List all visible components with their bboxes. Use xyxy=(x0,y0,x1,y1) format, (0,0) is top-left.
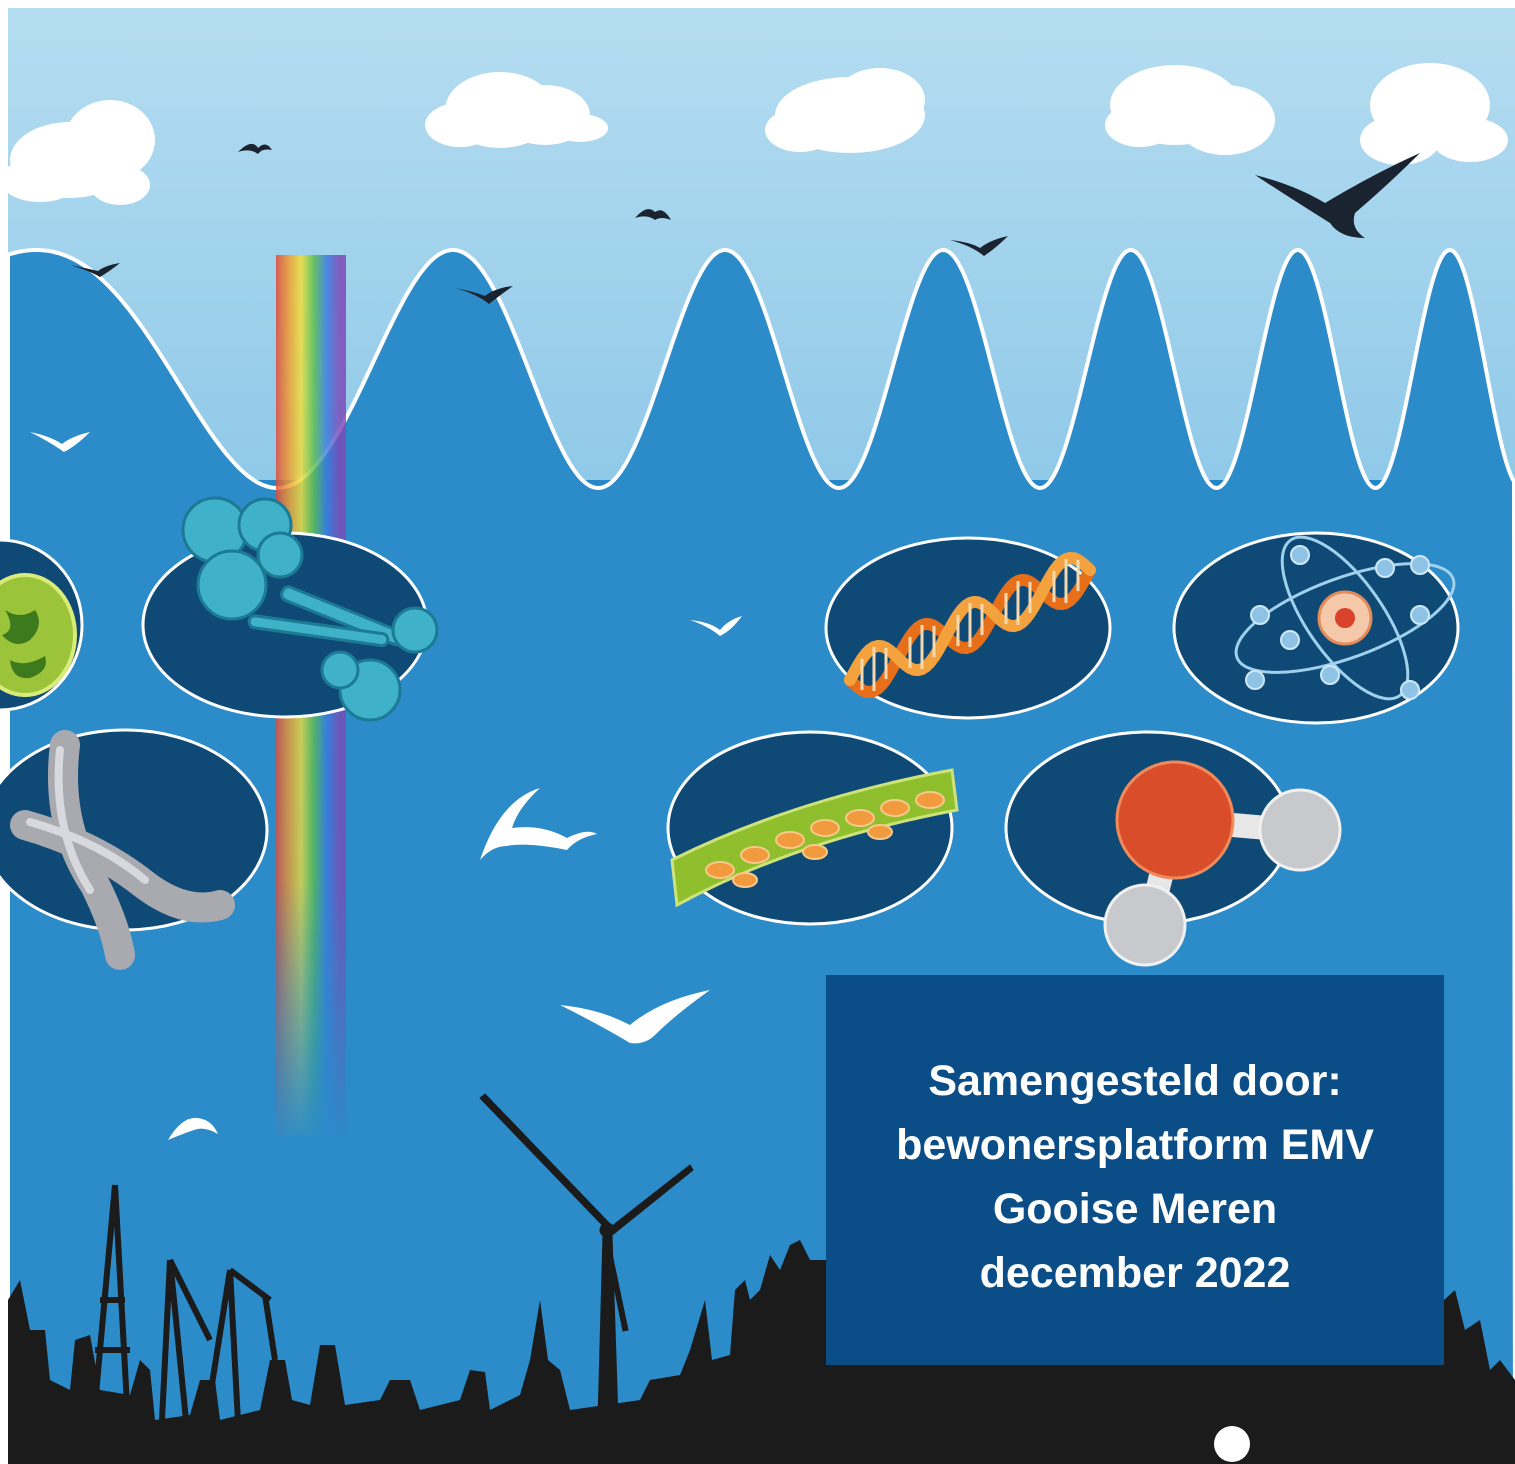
cloud-icon xyxy=(765,68,925,153)
credit-box: Samengesteld door: bewonersplatform EMV … xyxy=(826,975,1444,1365)
plant-cell-icon xyxy=(666,730,959,926)
cloud-icon xyxy=(425,72,608,148)
city-skyline xyxy=(1444,1290,1515,1464)
crane-icon xyxy=(87,1184,278,1461)
bird-icon xyxy=(70,143,1420,304)
atom-icon xyxy=(1172,531,1460,725)
city-skyline xyxy=(8,1240,826,1464)
credit-line-3: Gooise Meren xyxy=(992,1185,1278,1233)
seagull-icon xyxy=(30,432,742,1140)
cell-icon xyxy=(0,538,84,712)
wind-turbine-icon xyxy=(479,1093,694,1421)
credit-line-4: december 2022 xyxy=(979,1249,1291,1297)
moon-icon xyxy=(1214,1426,1250,1462)
city-skyline xyxy=(826,1365,1444,1464)
credit-line-2: bewonersplatform EMV xyxy=(896,1121,1374,1169)
credit-line-1: Samengesteld door: xyxy=(928,1057,1342,1105)
cloud-icon xyxy=(0,100,155,205)
cloud-icon xyxy=(1105,65,1275,155)
chromosome-icon xyxy=(0,728,269,970)
protein-icon xyxy=(141,496,439,722)
cloud-icon xyxy=(1360,63,1508,165)
dna-icon xyxy=(824,536,1112,720)
water-molecule-icon xyxy=(1004,730,1342,967)
